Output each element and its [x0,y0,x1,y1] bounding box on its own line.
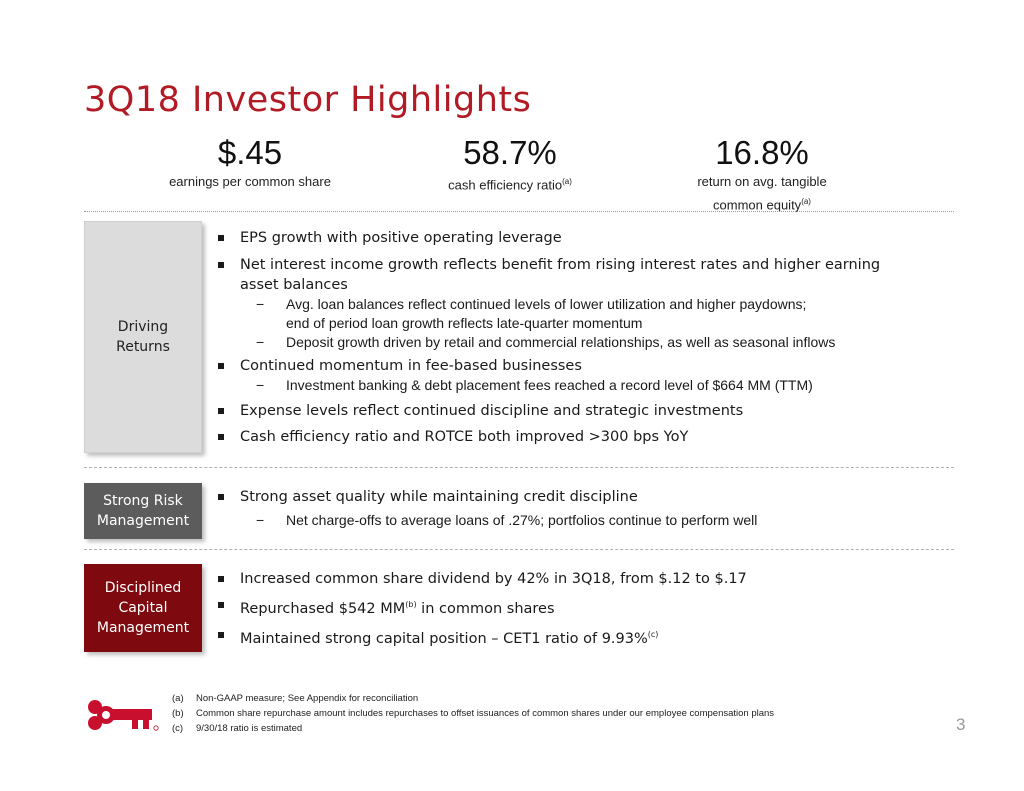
sub-bullet: − Avg. loan balances reflect continued l… [256,296,807,331]
metric-label: cash efficiency ratio(a) [448,177,572,193]
sub-bullet: − Net charge-offs to average loans of .27… [256,512,758,528]
metric-label: earnings per common share [169,174,331,189]
section-label-driving-returns: Driving Returns [84,221,202,453]
bullet: Net interest income growth reflects bene… [216,255,916,295]
metric-eps: $.45 earnings per common share [120,134,380,192]
bullet: Expense levels reflect continued discipl… [216,401,916,421]
bullet: Increased common share dividend by 42% i… [216,569,916,589]
sub-bullet: − Investment banking & debt placement fee… [256,377,813,393]
key-logo-icon [88,700,159,731]
divider [84,211,954,212]
section-label-capital-management: Disciplined Capital Management [84,564,202,652]
section-label-risk-management: Strong Risk Management [84,483,202,539]
driving-returns-bullets: EPS growth with positive operating lever… [216,228,916,447]
bullet: Continued momentum in fee-based business… [216,356,916,376]
metric-value: 16.8% [715,134,809,171]
page-number: 3 [956,715,966,734]
risk-management-bullets: Strong asset quality while maintaining c… [216,487,916,530]
capital-management-bullets: Increased common share dividend by 42% i… [216,569,916,649]
bullet: Cash efficiency ratio and ROTCE both imp… [216,427,916,447]
metric-label: return on avg. tangible common equity(a) [697,174,827,213]
metric-value: 58.7% [463,134,557,171]
metric-value: $.45 [217,134,283,171]
bullet: Repurchased $542 MM(b) in common shares [216,595,916,619]
bullet: Maintained strong capital position – CET… [216,625,916,649]
metric-rotce: 16.8% return on avg. tangible common equ… [632,134,892,215]
bullet: Strong asset quality while maintaining c… [216,487,916,507]
footnote: (a) Non-GAAP measure; See Appendix for re… [172,693,419,704]
footnote: (b) Common share repurchase amount includ… [172,708,775,719]
divider [84,467,954,468]
page-title: 3Q18 Investor Highlights [84,80,532,120]
divider [84,549,954,550]
sub-bullet: − Deposit growth driven by retail and com… [256,334,836,350]
footnote: (c) 9/30/18 ratio is estimated [172,723,303,734]
metric-efficiency: 58.7% cash efficiency ratio(a) [380,134,640,195]
bullet: EPS growth with positive operating lever… [216,228,916,248]
